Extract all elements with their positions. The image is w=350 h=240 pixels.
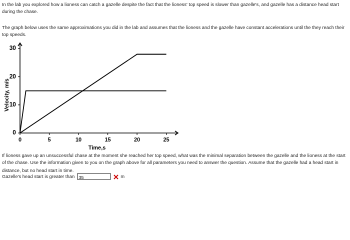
wrong-icon (113, 174, 118, 179)
answer-unit: m (120, 174, 125, 179)
axis-arrow (174, 130, 179, 136)
y-tick-label: 20 (9, 74, 16, 80)
x-axis-label: Time,s (88, 145, 105, 151)
intro-paragraph: In the lab you explored how a lioness ca… (2, 2, 339, 15)
answer-input[interactable]: 35 (76, 173, 111, 180)
page: In the lab you explored how a lioness ca… (2, 2, 346, 180)
x-tick-label: 5 (48, 137, 51, 143)
speed-line (19, 53, 167, 134)
speed-line (19, 90, 167, 134)
y-axis-label: Velocity, m/s (4, 79, 10, 112)
axis-arrow (17, 42, 23, 47)
intro-paragraph: The graph below uses the same approximat… (2, 25, 345, 38)
y-tick-label: 10 (9, 102, 16, 108)
chart: Velocity, m/s Time,s 0 10 20 30 0 5 10 15 20 25 (4, 42, 179, 151)
answer-row: Gazelle's head start is greater than 35 … (2, 173, 124, 180)
x-tick-label: 25 (163, 137, 169, 143)
question-paragraph: If lioness gave up an unsuccessful chase… (2, 153, 346, 173)
x-tick-label: 0 (18, 137, 21, 143)
x-tick-label: 20 (134, 137, 140, 143)
y-tick-label: 0 (13, 131, 17, 137)
x-tick-label: 15 (105, 137, 111, 143)
y-tick-label: 30 (9, 46, 16, 52)
x-tick-label: 10 (75, 137, 81, 143)
answer-prompt: Gazelle's head start is greater than (2, 174, 75, 179)
